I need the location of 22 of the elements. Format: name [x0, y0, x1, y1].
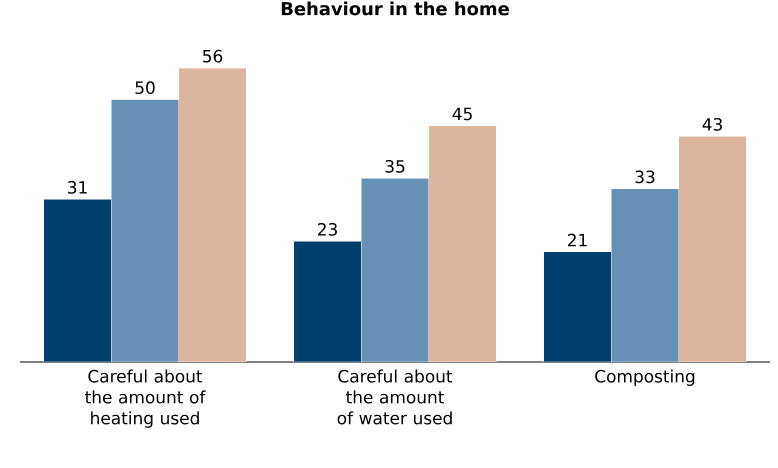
data-label: 43: [702, 118, 722, 131]
bar: [111, 99, 179, 362]
x-tick-label: Composting: [595, 370, 694, 386]
data-label: 33: [636, 170, 654, 184]
bar: [544, 252, 612, 362]
bar: [294, 241, 362, 362]
bar: [178, 68, 247, 362]
bar: [428, 126, 497, 362]
x-tick-label: Careful about the amount of heating used: [85, 370, 206, 428]
data-label: 45: [452, 108, 472, 120]
bar: [678, 136, 747, 362]
x-tick-label: Careful about the amount of water used: [338, 370, 452, 424]
data-label: 50: [136, 81, 155, 94]
data-label: 23: [318, 222, 337, 236]
data-label: 56: [203, 50, 222, 63]
bar: [361, 178, 430, 362]
data-label: 35: [386, 160, 404, 173]
bar: [611, 188, 680, 362]
data-label: 31: [68, 180, 87, 194]
chart-title: Behaviour in the home: [282, 2, 509, 16]
data-label: 21: [568, 234, 587, 246]
bar: [44, 199, 112, 362]
